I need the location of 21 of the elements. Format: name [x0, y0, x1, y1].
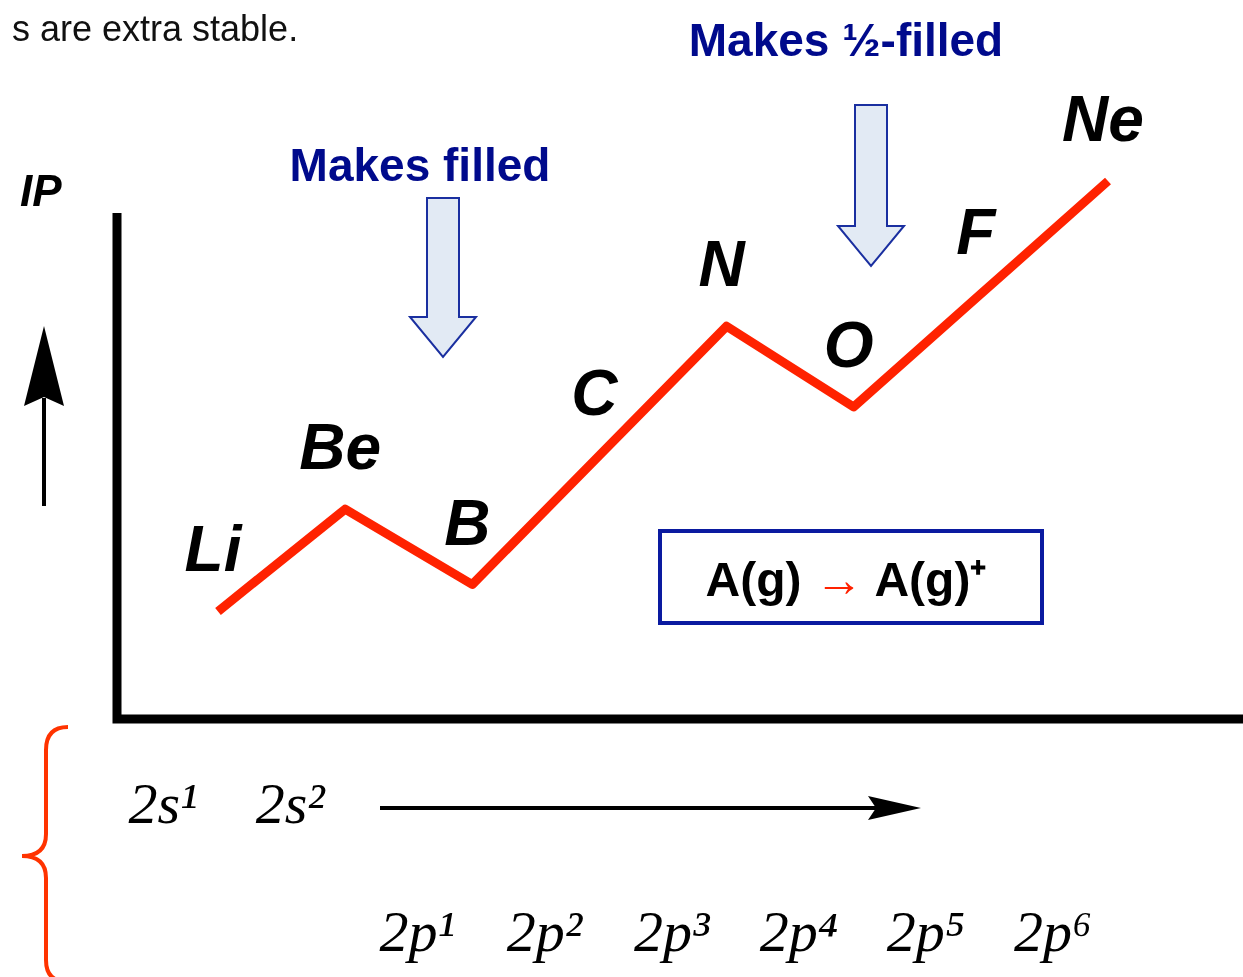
x-tick-label: B	[444, 486, 491, 559]
text: 2p²	[506, 899, 584, 964]
text: 2p⁶	[1013, 899, 1093, 964]
x-tick-label: F	[956, 195, 998, 268]
x-tick-label: C	[571, 357, 619, 430]
text: 2p³	[633, 899, 711, 964]
text: 2p⁴	[759, 899, 838, 964]
x-tick-label: Li	[184, 513, 243, 586]
text: 2s²	[255, 771, 327, 836]
text: 2s¹	[128, 771, 198, 836]
y-axis-title: IP	[20, 166, 63, 215]
annotation: A(g) → A(g)⁺	[705, 553, 987, 606]
annotation: Makes filled	[289, 139, 551, 191]
text: 2p⁵	[886, 899, 965, 964]
x-tick-label: O	[823, 308, 874, 381]
x-tick-label: N	[698, 228, 747, 301]
text: Makes ½-filled	[688, 14, 1004, 66]
text: 2p¹	[379, 899, 455, 964]
text: s are extra stable.	[12, 8, 299, 49]
x-tick-label: Ne	[1062, 83, 1144, 155]
x-tick-label: Be	[299, 411, 382, 484]
